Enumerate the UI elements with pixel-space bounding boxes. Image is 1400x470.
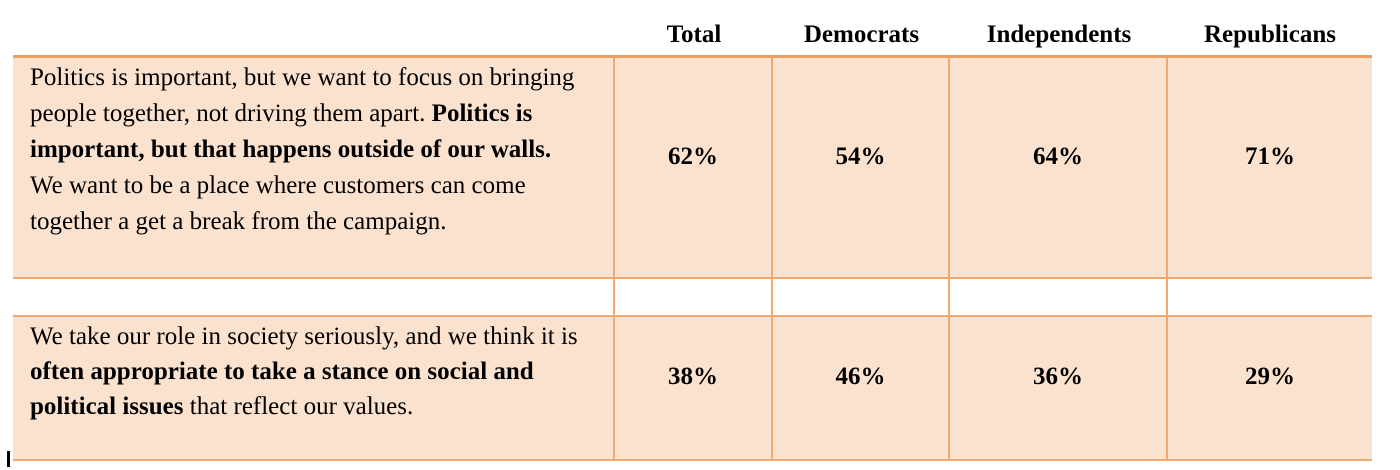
column-header-independents: Independents [950, 0, 1168, 55]
value-cell-republicans: 71% [1168, 58, 1372, 277]
spacer-cell [13, 279, 615, 315]
spacer-row [13, 279, 1372, 317]
header-row: Total Democrats Independents Republicans [13, 0, 1372, 58]
statement-text-bold: often appropriate to take a stance on so… [30, 358, 534, 420]
survey-results-table: Total Democrats Independents Republicans… [13, 0, 1372, 461]
statement-text: We want to be a place where customers ca… [30, 172, 526, 235]
column-header-total: Total [615, 0, 773, 55]
header-statement-spacer [13, 0, 615, 55]
column-header-democrats: Democrats [773, 0, 950, 55]
statement-cell: We take our role in society seriously, a… [13, 317, 615, 459]
value-cell-republicans: 29% [1168, 317, 1372, 459]
value-cell-total: 38% [615, 317, 773, 459]
statement-text-bold: Politics is important, but that happens … [30, 100, 552, 163]
statement-cell: Politics is important, but we want to fo… [13, 58, 615, 277]
statement-text: that reflect our values. [183, 393, 414, 420]
column-header-republicans: Republicans [1168, 0, 1372, 55]
spacer-cell [1168, 279, 1372, 315]
value-cell-total: 62% [615, 58, 773, 277]
value-cell-democrats: 46% [773, 317, 950, 459]
statement-text: We take our role in society seriously, a… [30, 323, 578, 350]
spacer-cell [950, 279, 1168, 315]
spacer-cell [615, 279, 773, 315]
value-cell-independents: 64% [950, 58, 1168, 277]
table-row-take-stance: We take our role in society seriously, a… [13, 317, 1372, 461]
cursor-artifact [7, 451, 10, 467]
value-cell-independents: 36% [950, 317, 1168, 459]
spacer-cell [773, 279, 950, 315]
table-row-neutral-stance: Politics is important, but we want to fo… [13, 58, 1372, 279]
statement-text: Politics is important, but we want to fo… [30, 64, 575, 127]
value-cell-democrats: 54% [773, 58, 950, 277]
